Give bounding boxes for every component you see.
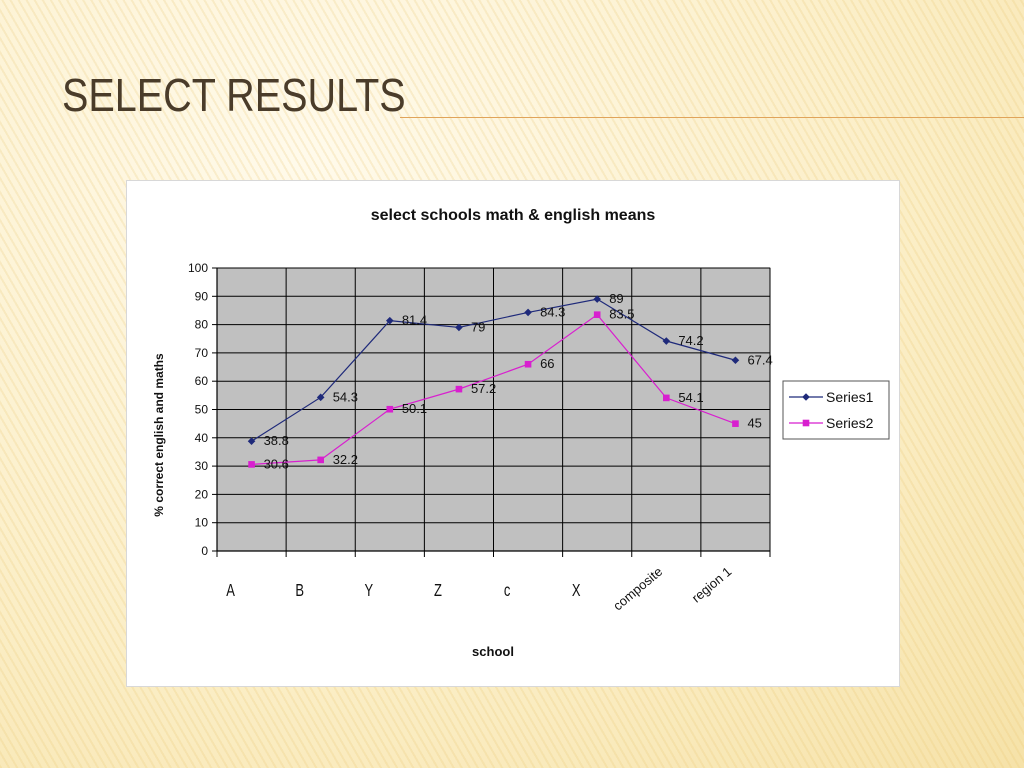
- y-tick-label: 0: [201, 544, 208, 558]
- data-point: [524, 308, 532, 317]
- data-point: [386, 316, 394, 325]
- x-axis-label: school: [472, 644, 514, 659]
- data-point: [663, 394, 670, 402]
- y-tick-label: 40: [195, 431, 209, 445]
- series-2: 30.6 32.2 50.1 57.2 66 83.5 54.1 45: [248, 307, 762, 471]
- series-group: 38.8 54.3 81.4 79 84.3 89 74.2 67.4 30.6 32.2 50.1…: [247, 291, 773, 471]
- legend-marker: [802, 393, 810, 401]
- data-label: 54.3: [333, 389, 358, 404]
- y-tick-label: 50: [195, 403, 209, 417]
- legend-label: Series1: [826, 389, 874, 405]
- y-tick-label: 80: [195, 318, 209, 332]
- x-tick-label: A: [226, 581, 235, 601]
- data-label: 66: [540, 356, 554, 371]
- chart-title: select schools math & english means: [371, 207, 656, 224]
- x-tick-label: c: [504, 581, 511, 601]
- x-tick-label: Z: [434, 581, 442, 601]
- data-point: [593, 311, 601, 318]
- series-line: [251, 313, 736, 466]
- data-label: 57.2: [471, 381, 496, 396]
- legend: Series1 Series2: [782, 380, 890, 440]
- data-point: [455, 385, 463, 393]
- data-label: 89: [609, 291, 623, 306]
- y-tick-label: 60: [195, 374, 209, 388]
- data-label: 30.6: [264, 456, 289, 471]
- data-point: [386, 405, 394, 413]
- data-point: [248, 461, 255, 468]
- y-tick-label: 100: [188, 261, 208, 275]
- x-tick-label: Y: [364, 581, 373, 601]
- y-tick-label: 20: [195, 487, 209, 501]
- y-tick-label: 10: [195, 516, 209, 530]
- data-point: [317, 456, 324, 464]
- data-label: 54.1: [678, 390, 703, 405]
- data-label: 50.1: [402, 401, 427, 416]
- data-label: 74.2: [678, 333, 703, 348]
- x-tick-label: X: [572, 581, 581, 601]
- x-tick-label: region 1: [689, 564, 735, 606]
- data-point: [662, 337, 671, 345]
- y-tick-label: 70: [195, 346, 209, 360]
- series-1: 38.8 54.3 81.4 79 84.3 89 74.2 67.4: [247, 291, 773, 448]
- y-axis-label: % correct english and maths: [152, 353, 166, 517]
- data-label: 81.4: [402, 313, 427, 328]
- x-tick-label: B: [295, 581, 304, 601]
- data-label: 32.2: [333, 452, 358, 467]
- data-point: [247, 437, 256, 445]
- data-point: [732, 420, 739, 427]
- data-point: [316, 393, 325, 402]
- title-divider: [400, 117, 1024, 118]
- data-label: 38.8: [264, 433, 289, 448]
- x-tick-label: composite: [610, 564, 665, 614]
- legend-entry: Series2: [789, 415, 874, 431]
- chart-frame: select schools math & english means 0 10 2…: [126, 180, 900, 687]
- series-line: [251, 298, 736, 442]
- legend-box: [782, 380, 890, 440]
- data-point: [455, 323, 463, 332]
- data-point: [731, 356, 740, 365]
- data-label: 45: [747, 416, 761, 431]
- y-tick-label: 90: [195, 289, 209, 303]
- data-label: 67.4: [747, 352, 772, 367]
- line-chart: select schools math & english means 0 10 2…: [152, 207, 890, 659]
- legend-marker: [802, 419, 810, 427]
- slide-title: SELECT RESULTS: [62, 69, 406, 121]
- y-tick-label: 30: [195, 459, 209, 473]
- data-point: [524, 360, 532, 368]
- y-axis: 0 10 20 30 40 50 60 70 80 90 100: [188, 261, 218, 558]
- legend-entry: Series1: [789, 389, 874, 405]
- data-label: 84.3: [540, 304, 565, 319]
- data-label: 79: [471, 319, 485, 334]
- data-label: 83.5: [609, 307, 634, 322]
- legend-label: Series2: [826, 415, 874, 431]
